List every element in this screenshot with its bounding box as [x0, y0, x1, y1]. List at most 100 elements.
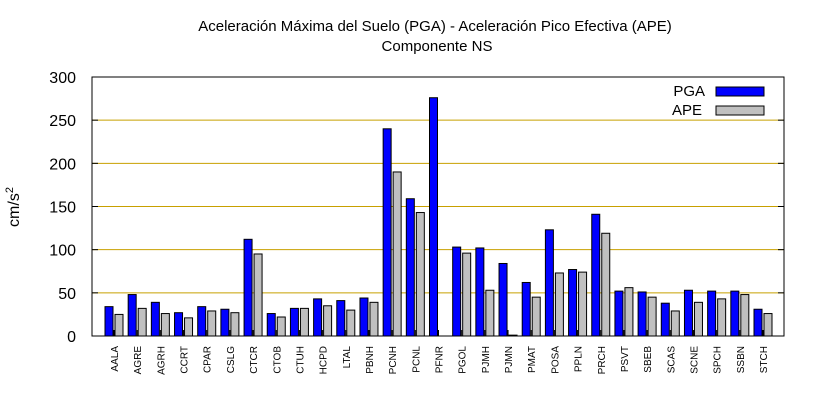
- x-axis: AALA AGRE AGRH CCRT CPAR CSLG CTCR CTOB CTUH HCPD…: [110, 330, 770, 375]
- bar-ape-ctcr: [253, 253, 263, 337]
- x-tick-label: AALA: [110, 346, 121, 372]
- bar-pga-ctuh: [289, 307, 299, 337]
- bar-ape-scas: [670, 310, 680, 337]
- bar-ape-agrh: [160, 313, 170, 337]
- x-tick-label: PFNR: [435, 346, 446, 373]
- y-tick-label: 50: [58, 286, 76, 303]
- legend: PGA APE: [672, 83, 765, 119]
- bar-ape-agre: [137, 307, 147, 337]
- bar-pga-ctcr: [243, 238, 253, 337]
- bar-pga-cslg: [220, 308, 230, 337]
- bar-pga-pmat: [521, 281, 531, 337]
- bar-ape-pcnl: [415, 212, 425, 337]
- x-tick-label: PMAT: [527, 346, 538, 373]
- x-tick-label: CCRT: [180, 346, 191, 374]
- bar-pga-scne: [683, 289, 693, 337]
- x-tick-label: CTCR: [249, 346, 260, 374]
- x-tick-label: CTOB: [272, 346, 283, 374]
- legend-swatch-pga: [715, 86, 765, 97]
- bar-ape-pjmh: [485, 289, 495, 337]
- bar-pga-spch: [707, 290, 717, 337]
- bar-pga-ccrt: [174, 312, 184, 337]
- bar-pga-pfnr: [429, 97, 438, 337]
- x-tick-label: CPAR: [203, 346, 214, 373]
- bar-pga-agrh: [150, 301, 160, 337]
- y-tick-label: 200: [49, 156, 76, 173]
- x-tick-label: PRCH: [597, 346, 608, 374]
- bar-pga-pcnl: [405, 198, 415, 337]
- bar-pga-hcpd: [313, 298, 323, 337]
- bar-pga-stch: [753, 308, 763, 337]
- bar-pga-pgol: [452, 246, 462, 337]
- bar-ape-pbnh: [369, 301, 379, 337]
- bar-ape-scne: [693, 301, 703, 337]
- x-tick-label: PCNL: [411, 346, 422, 373]
- x-tick-label: POSA: [550, 346, 561, 374]
- x-tick-label: PGOL: [458, 346, 469, 374]
- x-tick-label: AGRH: [156, 346, 167, 375]
- x-tick-label: CSLG: [226, 346, 237, 373]
- bar-ape-ctob: [276, 316, 286, 337]
- bar-ape-cpar: [207, 310, 217, 337]
- bar-ape-posa: [554, 272, 564, 337]
- bar-pga-posa: [544, 229, 554, 337]
- bar-ape-psvt: [624, 287, 634, 337]
- x-tick-label: CTUH: [295, 346, 306, 374]
- bar-pga-aala: [104, 306, 114, 337]
- y-tick-label: 300: [49, 70, 76, 87]
- bar-ape-spch: [717, 298, 727, 337]
- bar-ape-pcnh: [392, 171, 402, 337]
- legend-swatch-ape: [715, 105, 765, 116]
- x-tick-label: LTAL: [342, 346, 353, 369]
- x-tick-label: SPCH: [713, 346, 724, 374]
- bar-pga-ltal: [336, 300, 346, 337]
- x-tick-label: SSBN: [736, 346, 747, 373]
- y-axis: 0 50 100 150 200 250 300: [49, 70, 784, 346]
- bar-ape-sbeb: [647, 296, 657, 337]
- bar-ape-ppln: [578, 271, 588, 337]
- bar-pga-sbeb: [637, 291, 647, 337]
- bar-pga-ctob: [266, 313, 276, 337]
- bar-ape-ssbn: [740, 294, 750, 337]
- bar-ape-ltal: [346, 309, 356, 337]
- x-tick-label: PJMN: [504, 346, 515, 373]
- plot-frame: [91, 76, 785, 337]
- y-tick-label: 0: [67, 329, 76, 346]
- x-tick-label: SCAS: [666, 346, 677, 374]
- bar-pga-prch: [591, 213, 601, 337]
- legend-label-pga: PGA: [673, 83, 705, 100]
- y-axis-label: cm/s2: [4, 187, 23, 227]
- x-tick-label: HCPD: [319, 346, 330, 374]
- bar-ape-hcpd: [323, 305, 333, 337]
- x-tick-label: AGRE: [133, 346, 144, 375]
- bar-pga-scas: [660, 302, 670, 337]
- x-tick-label: PBNH: [365, 346, 376, 374]
- y-tick-label: 250: [49, 113, 76, 130]
- bar-ape-cslg: [230, 312, 240, 337]
- x-tick-label: SBEB: [643, 346, 654, 373]
- bar-pga-cpar: [197, 306, 207, 337]
- bar-ape-aala: [114, 313, 124, 337]
- bar-pga-agre: [127, 294, 137, 337]
- bars: [104, 97, 773, 337]
- bar-ape-ctuh: [299, 307, 309, 337]
- bar-ape-ccrt: [184, 317, 194, 337]
- bar-pga-psvt: [614, 290, 624, 337]
- chart-title: Aceleración Máxima del Suelo (PGA) - Ace…: [198, 18, 672, 35]
- legend-label-ape: APE: [672, 102, 702, 119]
- bar-ape-pmat: [531, 296, 541, 337]
- chart-subtitle: Componente NS: [382, 38, 493, 55]
- x-tick-label: STCH: [759, 346, 770, 373]
- x-tick-label: PPLN: [574, 346, 585, 372]
- y-tick-label: 150: [49, 200, 76, 217]
- bar-pga-pjmh: [475, 247, 485, 337]
- bar-ape-prch: [601, 232, 611, 337]
- x-tick-label: PSVT: [620, 346, 631, 372]
- x-tick-label: SCNE: [689, 346, 700, 374]
- bar-pga-pbnh: [359, 297, 369, 337]
- bar-pga-ppln: [568, 269, 578, 337]
- bar-ape-stch: [763, 313, 773, 337]
- bar-ape-pgol: [462, 252, 472, 337]
- bar-pga-pcnh: [382, 128, 392, 337]
